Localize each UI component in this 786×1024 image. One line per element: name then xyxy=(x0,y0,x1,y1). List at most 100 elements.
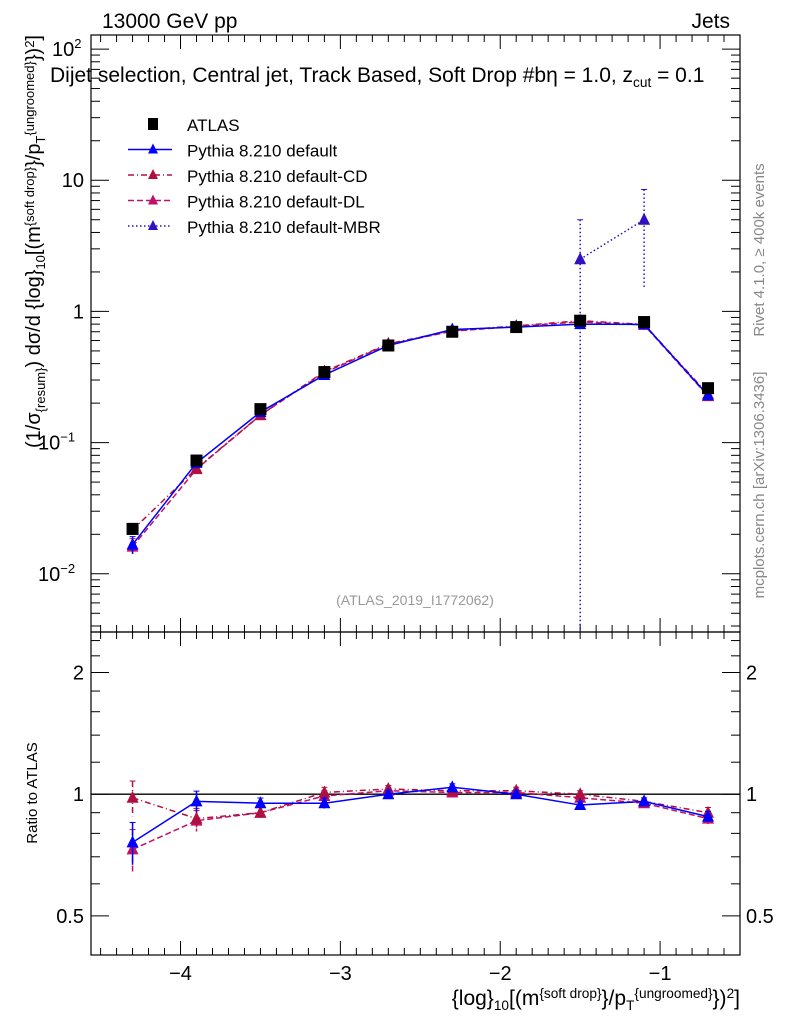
ratio-cd-marker xyxy=(254,805,267,818)
header-right: Jets xyxy=(691,10,730,33)
legend-label: Pythia 8.210 default xyxy=(187,142,338,161)
label-part: {ungroomed} xyxy=(634,986,713,1001)
ratio-y-tick-label: 1 xyxy=(73,784,84,806)
label-part: {soft drop} xyxy=(539,986,602,1001)
legend-atlas-marker xyxy=(148,118,158,130)
label-part: Dijet selection, Central jet, Track Base… xyxy=(50,64,633,87)
atlas-marker xyxy=(190,454,203,467)
legend-label: ATLAS xyxy=(187,116,240,135)
ratio-default-marker xyxy=(126,835,139,848)
label-part: }) xyxy=(713,987,727,1010)
ratio-default-marker xyxy=(574,798,587,811)
ratio-default-marker xyxy=(190,794,203,807)
ratio-default-marker xyxy=(318,796,331,809)
label-part: 10 xyxy=(33,255,48,269)
main-mbr-marker xyxy=(638,212,651,225)
main-default-marker xyxy=(702,388,715,401)
tick-exp: −1 xyxy=(60,430,75,445)
atlas-marker xyxy=(446,325,459,338)
label-part: [(m xyxy=(23,226,45,255)
label-part: ) dσ/d {log} xyxy=(23,269,45,367)
label-part: }) xyxy=(23,48,45,61)
x-tick-label: −1 xyxy=(649,963,672,985)
legend-item: ATLAS xyxy=(148,116,240,135)
tick-base: 10 xyxy=(52,39,74,61)
ratio-cd-marker xyxy=(574,787,587,800)
y-axis-label: (1/σ{resum}) dσ/d {log}10[(m{soft drop}}… xyxy=(22,35,48,448)
tick-base: 10 xyxy=(38,433,60,455)
legend-marker xyxy=(148,220,158,230)
legend-item: Pythia 8.210 default-MBR xyxy=(128,218,381,237)
label-part: {resum} xyxy=(33,367,48,412)
label-part: {soft drop} xyxy=(22,166,37,226)
label-part: 2 xyxy=(727,986,735,1001)
y-tick-label: 102 xyxy=(52,36,81,61)
atlas-marker xyxy=(318,366,331,379)
ratio-y-tick-label: 0.5 xyxy=(746,906,774,928)
label-part: 10 xyxy=(494,998,510,1013)
ratio-default-marker xyxy=(254,796,267,809)
legend-marker xyxy=(148,143,158,154)
legend-label: Pythia 8.210 default-CD xyxy=(187,167,368,186)
mcplots-label: mcplots.cern.ch [arXiv:1306.3436] xyxy=(751,372,768,599)
ratio-dl-line xyxy=(132,789,709,851)
ratio-y-tick-label: 2 xyxy=(73,663,84,685)
ratio-y-tick-label: 0.5 xyxy=(56,906,84,928)
label-part: }/p xyxy=(23,144,45,167)
header-left: 13000 GeV pp xyxy=(102,10,237,33)
main-mbr-line xyxy=(579,219,645,260)
tick-exp: 2 xyxy=(74,36,81,51)
y-tick-label: 10−1 xyxy=(38,430,75,455)
atlas-marker xyxy=(382,339,395,352)
atlas-marker xyxy=(702,382,715,395)
label-part: cut xyxy=(633,75,651,90)
y-tick-label: 10−2 xyxy=(38,561,75,586)
atlas-marker xyxy=(126,522,139,535)
label-part: ] xyxy=(734,987,740,1010)
x-tick-label: −3 xyxy=(329,963,352,985)
y-tick-label: 1 xyxy=(73,301,84,323)
label-part: }/p xyxy=(602,987,627,1010)
legend-item: Pythia 8.210 default-CD xyxy=(128,167,368,186)
ratio-frame xyxy=(90,631,741,956)
label-part: [(m xyxy=(509,987,539,1010)
main-default-marker xyxy=(126,537,139,550)
main-default-line xyxy=(131,323,709,546)
label-part: T xyxy=(626,998,635,1013)
x-tick-label: −4 xyxy=(169,963,192,985)
tick-base: 1 xyxy=(73,301,84,323)
ratio-cd-marker xyxy=(126,790,139,803)
main-cd-line xyxy=(132,319,709,531)
label-part: ] xyxy=(23,35,45,41)
legend-label: Pythia 8.210 default-DL xyxy=(187,193,365,212)
tick-exp: −2 xyxy=(60,561,75,576)
atlas-marker xyxy=(510,321,523,334)
ratio-cd-marker xyxy=(318,785,331,798)
label-part: {log} xyxy=(452,987,494,1010)
plot-title: Dijet selection, Central jet, Track Base… xyxy=(50,64,704,90)
ratio-default-marker xyxy=(446,780,459,793)
y-tick-label: 10 xyxy=(62,170,84,192)
label-part: = 0.1 xyxy=(651,64,704,87)
ratio-default-line xyxy=(132,786,709,843)
tick-base: 10 xyxy=(38,564,60,586)
legend-item: Pythia 8.210 default-DL xyxy=(128,193,365,212)
ratio-default-marker xyxy=(702,809,715,822)
x-axis-label: {log}10[(m{soft drop}}/pT{ungroomed}})2] xyxy=(452,986,740,1013)
ratio-default-marker xyxy=(510,787,523,800)
x-tick-label: −2 xyxy=(489,963,512,985)
ratio-y-axis-label: Ratio to ATLAS xyxy=(24,742,41,843)
ratio-cd-line xyxy=(132,788,709,820)
main-mbr-marker xyxy=(574,252,587,265)
atlas-marker xyxy=(638,316,651,329)
legend-item: Pythia 8.210 default xyxy=(128,142,338,161)
ratio-default-marker xyxy=(638,794,651,807)
legend-label: Pythia 8.210 default-MBR xyxy=(187,218,381,237)
label-part: (1/σ xyxy=(23,412,45,448)
ratio-y-tick-label: 1 xyxy=(746,784,757,806)
tick-base: 10 xyxy=(62,170,84,192)
main-dl-line xyxy=(131,321,709,548)
ratio-cd-marker xyxy=(190,811,203,824)
label-part: {ungroomed} xyxy=(22,60,37,135)
